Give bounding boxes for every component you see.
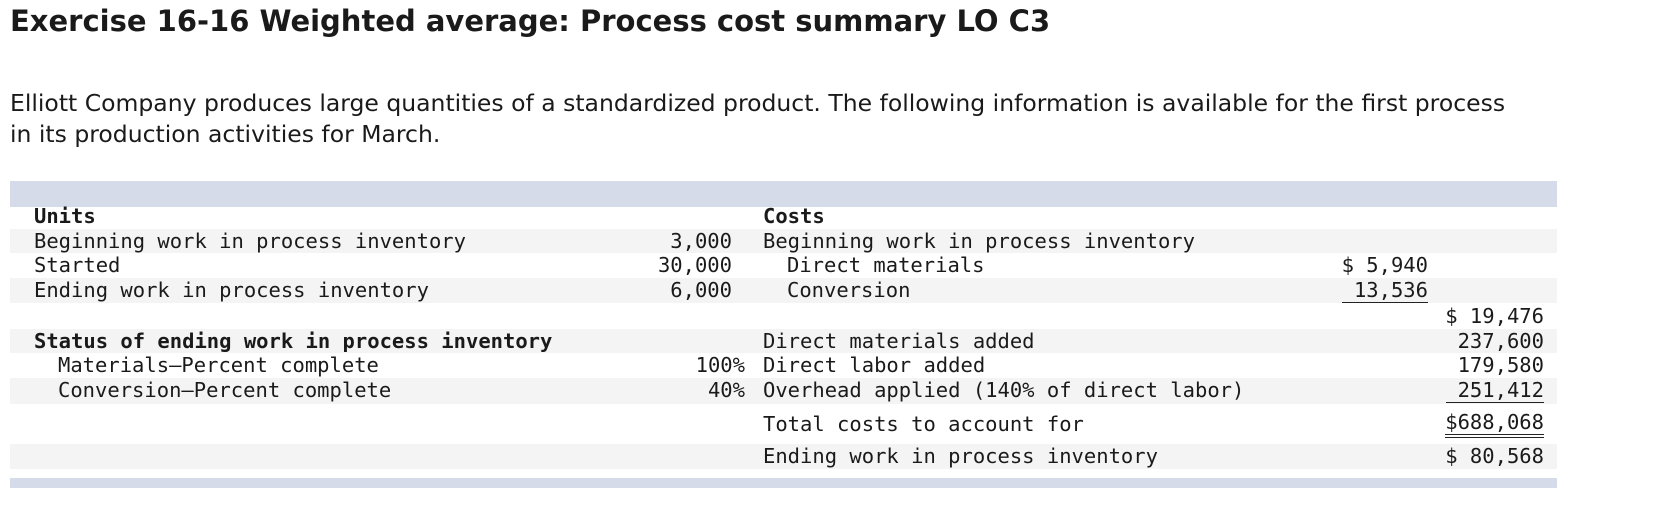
label: Beginning work in process inventory: [34, 229, 466, 253]
label: Ending work in process inventory: [763, 444, 1158, 468]
table-row: Started 30,000 Direct materials $ 5,940: [10, 253, 1557, 278]
value: 6,000: [670, 278, 732, 302]
label: Total costs to account for: [763, 412, 1084, 436]
intro: Elliott Company produces large quantitie…: [10, 89, 1506, 148]
value: $ 80,568: [1445, 444, 1544, 468]
value: $688,068: [1445, 410, 1544, 438]
table-row: Conversion—Percent complete 40% Overhead…: [10, 378, 1557, 404]
table-row: Units Costs: [10, 204, 1557, 229]
label: Started: [34, 253, 121, 277]
value: 30,000: [657, 253, 732, 277]
table-row: Materials—Percent complete 100% Direct l…: [10, 353, 1557, 378]
title: Exercise 16-16 Weighted average: Process…: [10, 4, 1051, 38]
label: Ending work in process inventory: [34, 278, 429, 302]
label: Beginning work in process inventory: [763, 229, 1195, 253]
label: Materials—Percent complete: [58, 353, 379, 377]
header-band: [10, 181, 1557, 207]
table-row: Beginning work in process inventory 3,00…: [10, 229, 1557, 253]
table-row: Status of ending work in process invento…: [10, 329, 1557, 353]
value: 40%: [707, 378, 745, 402]
section-label: Costs: [763, 204, 825, 228]
label: Direct materials: [787, 253, 985, 277]
section-label: Units: [34, 204, 96, 228]
footer-band: [10, 478, 1557, 488]
table-row: Ending work in process inventory 6,000 C…: [10, 278, 1557, 303]
value: 13,536: [1341, 278, 1428, 303]
label: Direct labor added: [763, 353, 986, 377]
value: 237,600: [1457, 329, 1544, 353]
label: Overhead applied (140% of direct labor): [763, 378, 1245, 402]
value: $ 19,476: [1445, 304, 1544, 328]
label: Conversion—Percent complete: [58, 378, 392, 402]
label: Direct materials added: [763, 329, 1035, 353]
value: 3,000: [670, 229, 732, 253]
table-row: Ending work in process inventory $ 80,56…: [10, 444, 1557, 469]
section-label: Status of ending work in process invento…: [34, 329, 553, 353]
value: 179,580: [1457, 353, 1544, 377]
value: 100%: [695, 353, 745, 377]
table-row: Total costs to account for $688,068: [10, 408, 1557, 444]
value: 251,412: [1445, 378, 1544, 403]
value: $ 5,940: [1341, 253, 1428, 277]
label: Conversion: [787, 278, 911, 302]
table-row: $ 19,476: [10, 304, 1557, 329]
